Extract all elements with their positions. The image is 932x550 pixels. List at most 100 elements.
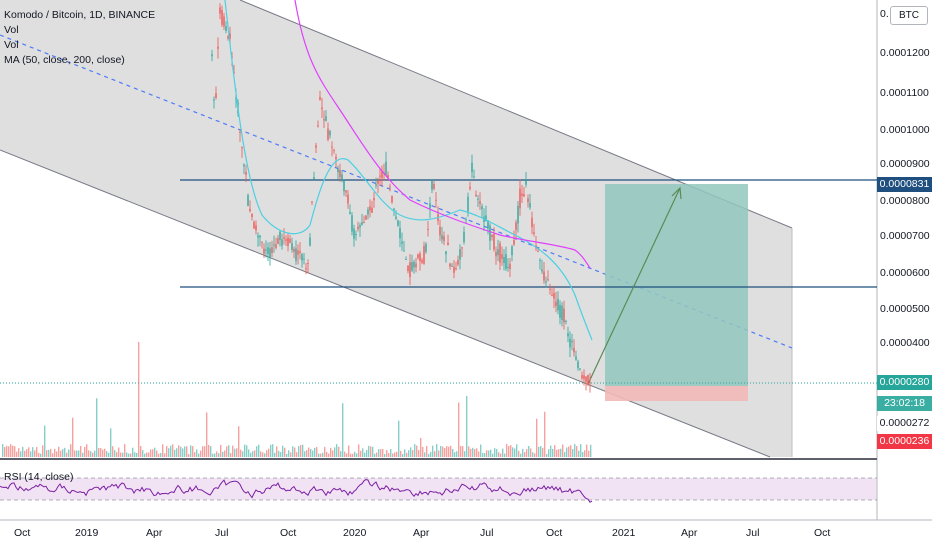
volume-bar: [38, 452, 40, 457]
volume-bar: [464, 451, 466, 457]
volume-bar: [430, 451, 432, 457]
volume-bar: [214, 453, 216, 457]
candle-body: [541, 269, 543, 272]
volume-bar: [206, 412, 208, 457]
volume-bar: [28, 447, 30, 457]
candle-body: [261, 241, 263, 243]
volume-bar: [446, 446, 448, 457]
descending-channel[interactable]: [0, 0, 792, 457]
volume-bar: [302, 444, 304, 457]
volume-bar: [230, 453, 232, 457]
volume-bar: [382, 448, 384, 457]
candle-body: [499, 243, 501, 263]
candle-body: [419, 253, 421, 262]
volume-bar: [294, 447, 296, 457]
volume-bar: [576, 445, 578, 457]
volume-bar: [96, 398, 98, 457]
volume-bar: [444, 447, 446, 457]
volume-bar: [434, 451, 436, 457]
volume-bar: [310, 448, 312, 457]
volume-bar: [88, 450, 90, 457]
candle-body: [389, 186, 391, 188]
volume-bar: [456, 451, 458, 457]
candle-body: [493, 233, 495, 250]
candle-body: [379, 175, 381, 177]
volume-bar: [362, 448, 364, 457]
volume-bar: [76, 450, 78, 457]
volume-indicator-label-2[interactable]: Vol: [4, 39, 19, 51]
volume-bar: [16, 451, 18, 457]
candle-body: [465, 219, 467, 221]
volume-bar: [316, 447, 318, 457]
volume-bar: [296, 452, 298, 457]
volume-bar: [254, 450, 256, 457]
volume-bar: [460, 445, 462, 457]
volume-bar: [216, 451, 218, 457]
volume-bar: [202, 446, 204, 457]
candle-body: [575, 356, 577, 360]
rsi-indicator-label[interactable]: RSI (14, close): [4, 471, 74, 483]
candle-body: [529, 202, 531, 208]
time-axis-label: Jul: [746, 527, 760, 539]
volume-bar: [90, 451, 92, 457]
volume-bar: [226, 446, 228, 457]
candle-body: [417, 254, 419, 258]
candle-body: [291, 243, 293, 250]
volume-bar: [508, 445, 510, 457]
countdown-tag: 23:02:18: [877, 396, 932, 411]
volume-bar: [426, 446, 428, 457]
volume-bar: [536, 418, 538, 457]
candle-body: [363, 222, 365, 224]
candle-body: [413, 261, 415, 268]
stop-loss-zone[interactable]: [605, 386, 748, 401]
candle-body: [549, 288, 551, 290]
time-axis-label: Jul: [480, 527, 494, 539]
volume-bar: [140, 446, 142, 457]
volume-bar: [238, 426, 240, 457]
volume-bar: [50, 448, 52, 457]
volume-bar: [284, 447, 286, 457]
time-axis-label: Oct: [14, 527, 31, 539]
volume-bar: [242, 451, 244, 457]
volume-bar: [386, 450, 388, 457]
candle-body: [259, 235, 261, 238]
volume-bar: [150, 449, 152, 457]
candle-body: [241, 147, 243, 149]
volume-bar: [474, 449, 476, 457]
volume-bar: [528, 445, 530, 457]
candle-body: [475, 194, 477, 197]
take-profit-zone[interactable]: [605, 184, 748, 386]
projection-arrow[interactable]: [587, 187, 681, 385]
volume-indicator-label[interactable]: Vol: [4, 24, 19, 36]
candle-body: [447, 242, 449, 246]
ma-indicator-label[interactable]: MA (50, close, 200, close): [4, 54, 125, 66]
candle-body: [585, 376, 587, 382]
symbol-title[interactable]: Komodo / Bitcoin, 1D, BINANCE: [4, 9, 156, 21]
candle-body: [301, 254, 303, 261]
volume-bar: [120, 452, 122, 457]
volume-bar: [480, 444, 482, 457]
candle-body: [531, 217, 533, 228]
channel-lower-line[interactable]: [0, 149, 771, 458]
volume-bar: [156, 450, 158, 457]
candle-body: [295, 248, 297, 261]
volume-bar: [60, 450, 62, 457]
price-axis-label: 0.0000500: [880, 303, 930, 315]
price-axis-label: 0.0000800: [880, 195, 930, 207]
candle-body: [313, 177, 315, 180]
volume-bar: [332, 450, 334, 457]
volume-bar: [210, 446, 212, 457]
price-axis-partial: 0.: [880, 8, 889, 20]
volume-bar: [290, 452, 292, 457]
volume-bar: [468, 446, 470, 457]
volume-bar: [52, 453, 54, 457]
candle-body: [381, 170, 383, 179]
volume-bar: [412, 450, 414, 457]
candle-body: [227, 36, 229, 39]
volume-bar: [266, 450, 268, 457]
volume-bar: [100, 448, 102, 457]
currency-button[interactable]: BTC: [890, 6, 928, 25]
candle-body: [583, 375, 585, 379]
channel-midline[interactable]: [0, 34, 793, 349]
